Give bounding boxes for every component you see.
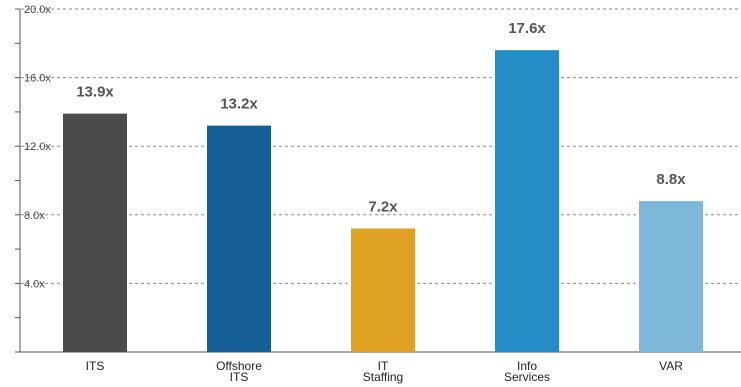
bar: [639, 201, 703, 352]
category-labels: ITS Offshore ITS IT Staffing Info Services VAR: [86, 359, 684, 384]
y-tick-label: 12.0x: [24, 141, 51, 153]
category-label: IT Staffing: [363, 359, 403, 384]
data-labels: 13.9x 13.2x 7.2x 17.6x 8.8x: [76, 20, 686, 215]
category-label: ITS: [86, 359, 105, 373]
gridlines: [21, 8, 741, 284]
bar: [207, 125, 271, 353]
bar: [495, 50, 559, 352]
category-label: Info Services: [504, 359, 550, 384]
data-label: 13.2x: [220, 96, 258, 113]
data-label: 17.6x: [508, 20, 546, 37]
data-label: 8.8x: [656, 171, 686, 188]
data-label: 13.9x: [76, 84, 114, 101]
bar: [63, 113, 127, 353]
y-tick-label: 16.0x: [24, 73, 51, 85]
y-tick-label: 20.0x: [24, 4, 51, 16]
y-axis: 4.0x 8.0x 12.0x 16.0x 20.0x: [15, 4, 741, 353]
category-label: Offshore ITS: [216, 359, 262, 384]
y-tick-label: 4.0x: [24, 278, 45, 290]
data-label: 7.2x: [368, 199, 398, 216]
y-tick-label: 8.0x: [24, 210, 45, 222]
category-label: VAR: [659, 359, 683, 373]
bars: [63, 50, 703, 353]
bar: [351, 228, 415, 352]
